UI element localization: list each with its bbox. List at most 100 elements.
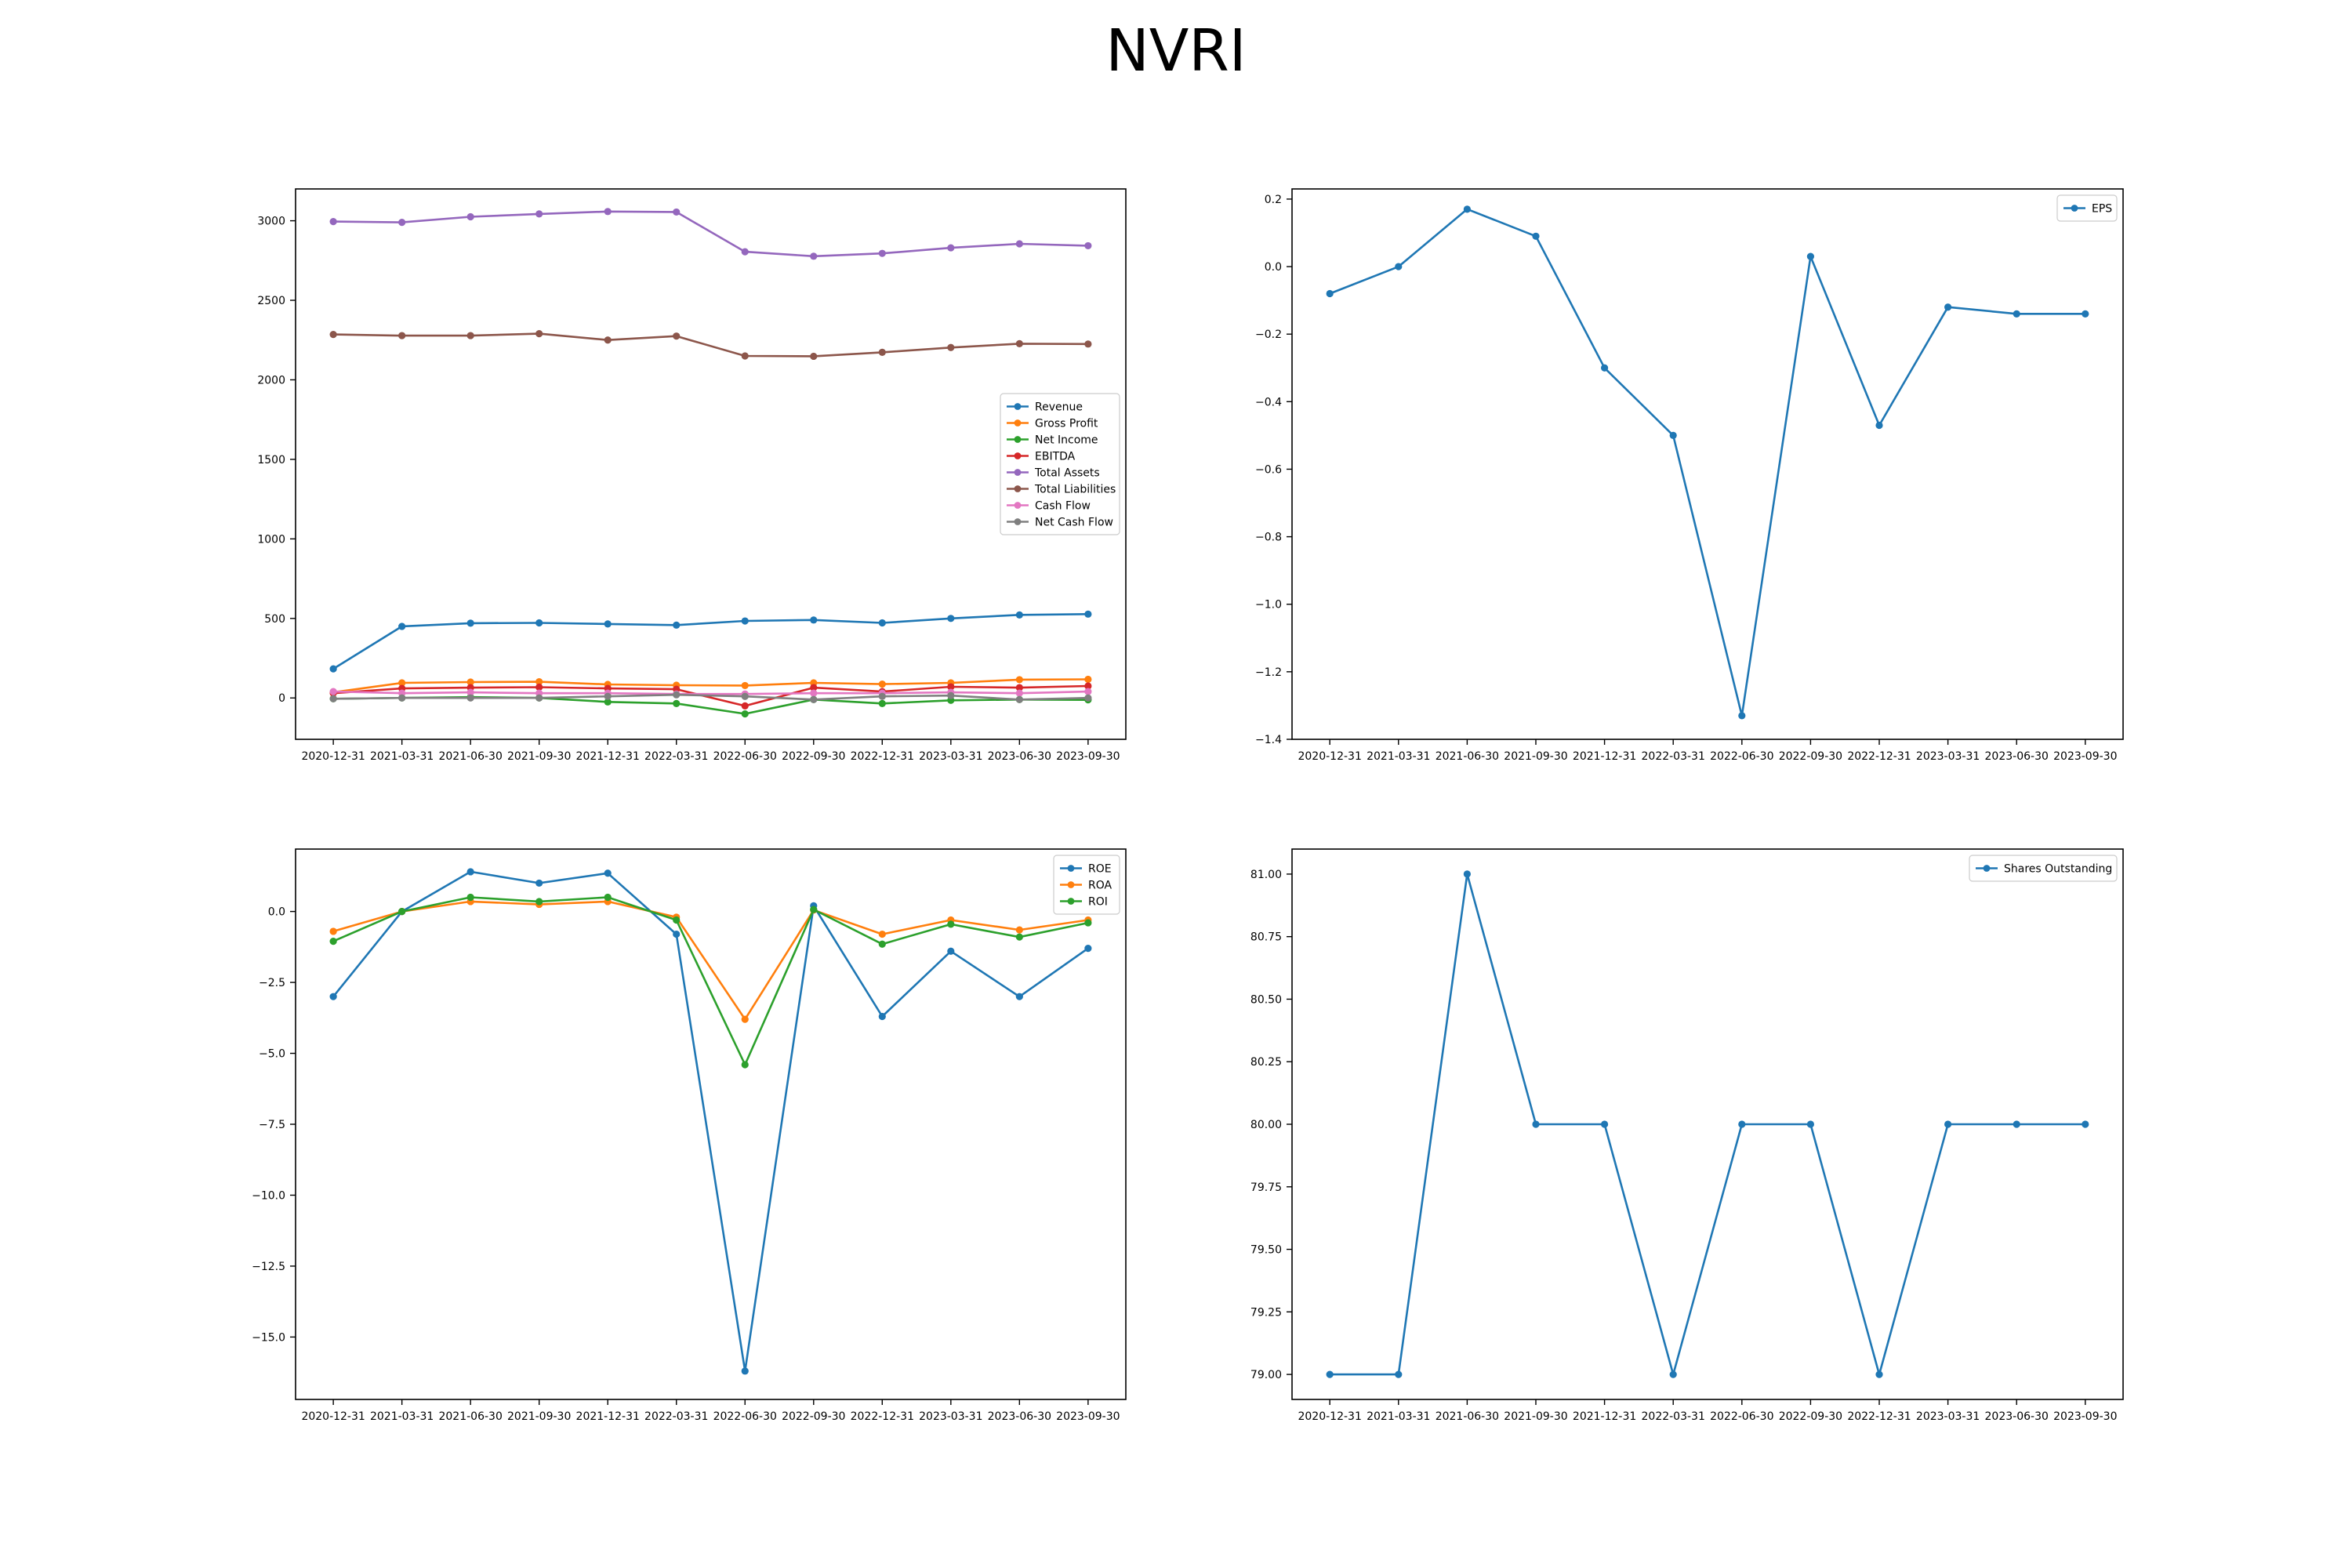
y-tick-label: 3000 [257,216,285,228]
y-tick-label: 1500 [257,454,285,466]
data-point [398,219,406,227]
data-point [466,893,474,902]
legend-label: Gross Profit [1035,418,1098,430]
y-tick-label: 0.2 [1265,194,1282,206]
x-tick-label: 2021-03-31 [1367,750,1430,763]
data-point [2013,1120,2020,1128]
y-tick-label: 81.00 [1250,869,1282,881]
data-point [947,244,955,252]
plot-frame [1291,188,2124,740]
x-tick-label: 2021-09-30 [507,750,571,763]
data-point [2082,1120,2089,1128]
data-point [1326,289,1334,298]
x-tick-label: 2023-06-30 [1985,750,2049,763]
data-point [1084,945,1092,953]
series-total-liabilities [329,330,1092,361]
data-point [1806,252,1815,260]
series-cash-flow [329,688,1092,698]
series-line [332,613,1088,670]
data-point [1015,993,1023,1000]
data-point [878,1012,886,1021]
legend-label: EPS [2092,203,2112,216]
y-tick-label: 500 [264,613,285,626]
data-point [878,940,886,948]
x-tick-label: 2021-12-31 [1573,1410,1636,1423]
x-tick-label: 2021-03-31 [370,750,434,763]
series-roi [329,893,1092,1069]
x-tick-label: 2021-12-31 [576,1410,640,1423]
data-point [604,208,612,216]
legend-swatch-marker [2071,205,2078,212]
legend-entry: Total Assets [1007,467,1100,480]
page-title: NVRI [1105,17,1247,85]
x-tick-label: 2022-09-30 [782,750,845,763]
series-eps [1326,205,2089,720]
data-point [810,695,818,703]
y-tick-label: −0.2 [1255,328,1282,341]
x-tick-label: 2022-09-30 [1779,1410,1842,1423]
data-point [878,249,886,257]
x-tick-label: 2021-03-31 [370,1410,434,1423]
y-tick-label: −10.0 [252,1189,285,1202]
data-point [673,332,681,340]
legend-entry: ROI [1060,896,1108,909]
x-tick-label: 2023-03-31 [1916,1410,1980,1423]
data-point [535,694,543,702]
data-point [466,688,474,696]
data-point [535,683,543,691]
data-point [1015,339,1023,348]
x-tick-label: 2023-03-31 [919,750,982,763]
series-line [333,693,1088,701]
series-net-cash-flow [329,691,1092,703]
legend-swatch-marker [1014,485,1022,492]
y-tick-label: 0.0 [268,906,285,919]
data-point [1669,431,1677,439]
data-point [535,619,543,627]
legend-entry: Net Income [1007,434,1098,447]
data-point [1875,421,1883,430]
data-point [466,212,474,221]
legend-swatch-marker [1014,403,1022,410]
legend-label: Total Assets [1034,467,1100,480]
data-point [466,619,474,627]
data-point [1084,694,1092,702]
data-point [878,680,886,688]
x-tick-label: 2020-12-31 [1298,1410,1361,1423]
data-point [1875,1370,1883,1378]
data-point [1084,241,1092,250]
y-tick-label: −1.2 [1255,666,1282,679]
data-point [398,908,406,916]
data-point [1084,610,1092,618]
y-tick-label: 79.25 [1250,1306,1282,1319]
y-tick-label: 2500 [257,295,285,307]
legend-label: Net Cash Flow [1035,517,1113,529]
data-point [673,691,681,699]
data-point [1015,684,1023,691]
data-point [741,1061,749,1069]
data-point [1015,689,1023,697]
legend: EPS [2056,194,2118,222]
y-tick-label: −12.5 [252,1261,285,1273]
x-tick-label: 2022-06-30 [1710,1410,1773,1423]
x-tick-label: 2022-12-31 [851,750,914,763]
y-tick-label: −0.6 [1255,463,1282,476]
x-tick-label: 2021-12-31 [576,750,640,763]
y-tick-label: 80.25 [1250,1056,1282,1069]
legend-entry: ROE [1060,863,1112,876]
data-point [398,694,406,702]
series-line [332,900,1089,1021]
x-tick-label: 2023-09-30 [1056,1410,1120,1423]
x-tick-label: 2022-03-31 [644,1410,708,1423]
series-line [1330,873,2085,1376]
y-tick-label: 0 [278,692,285,705]
data-point [947,683,955,691]
data-point [947,343,955,351]
data-point [604,893,612,902]
x-tick-label: 2023-03-31 [1916,750,1980,763]
legend-label: Shares Outstanding [2004,863,2112,876]
series-line [332,678,1088,694]
x-tick-label: 2022-06-30 [713,1410,777,1423]
data-point [1806,1120,1815,1128]
data-point [329,665,337,673]
